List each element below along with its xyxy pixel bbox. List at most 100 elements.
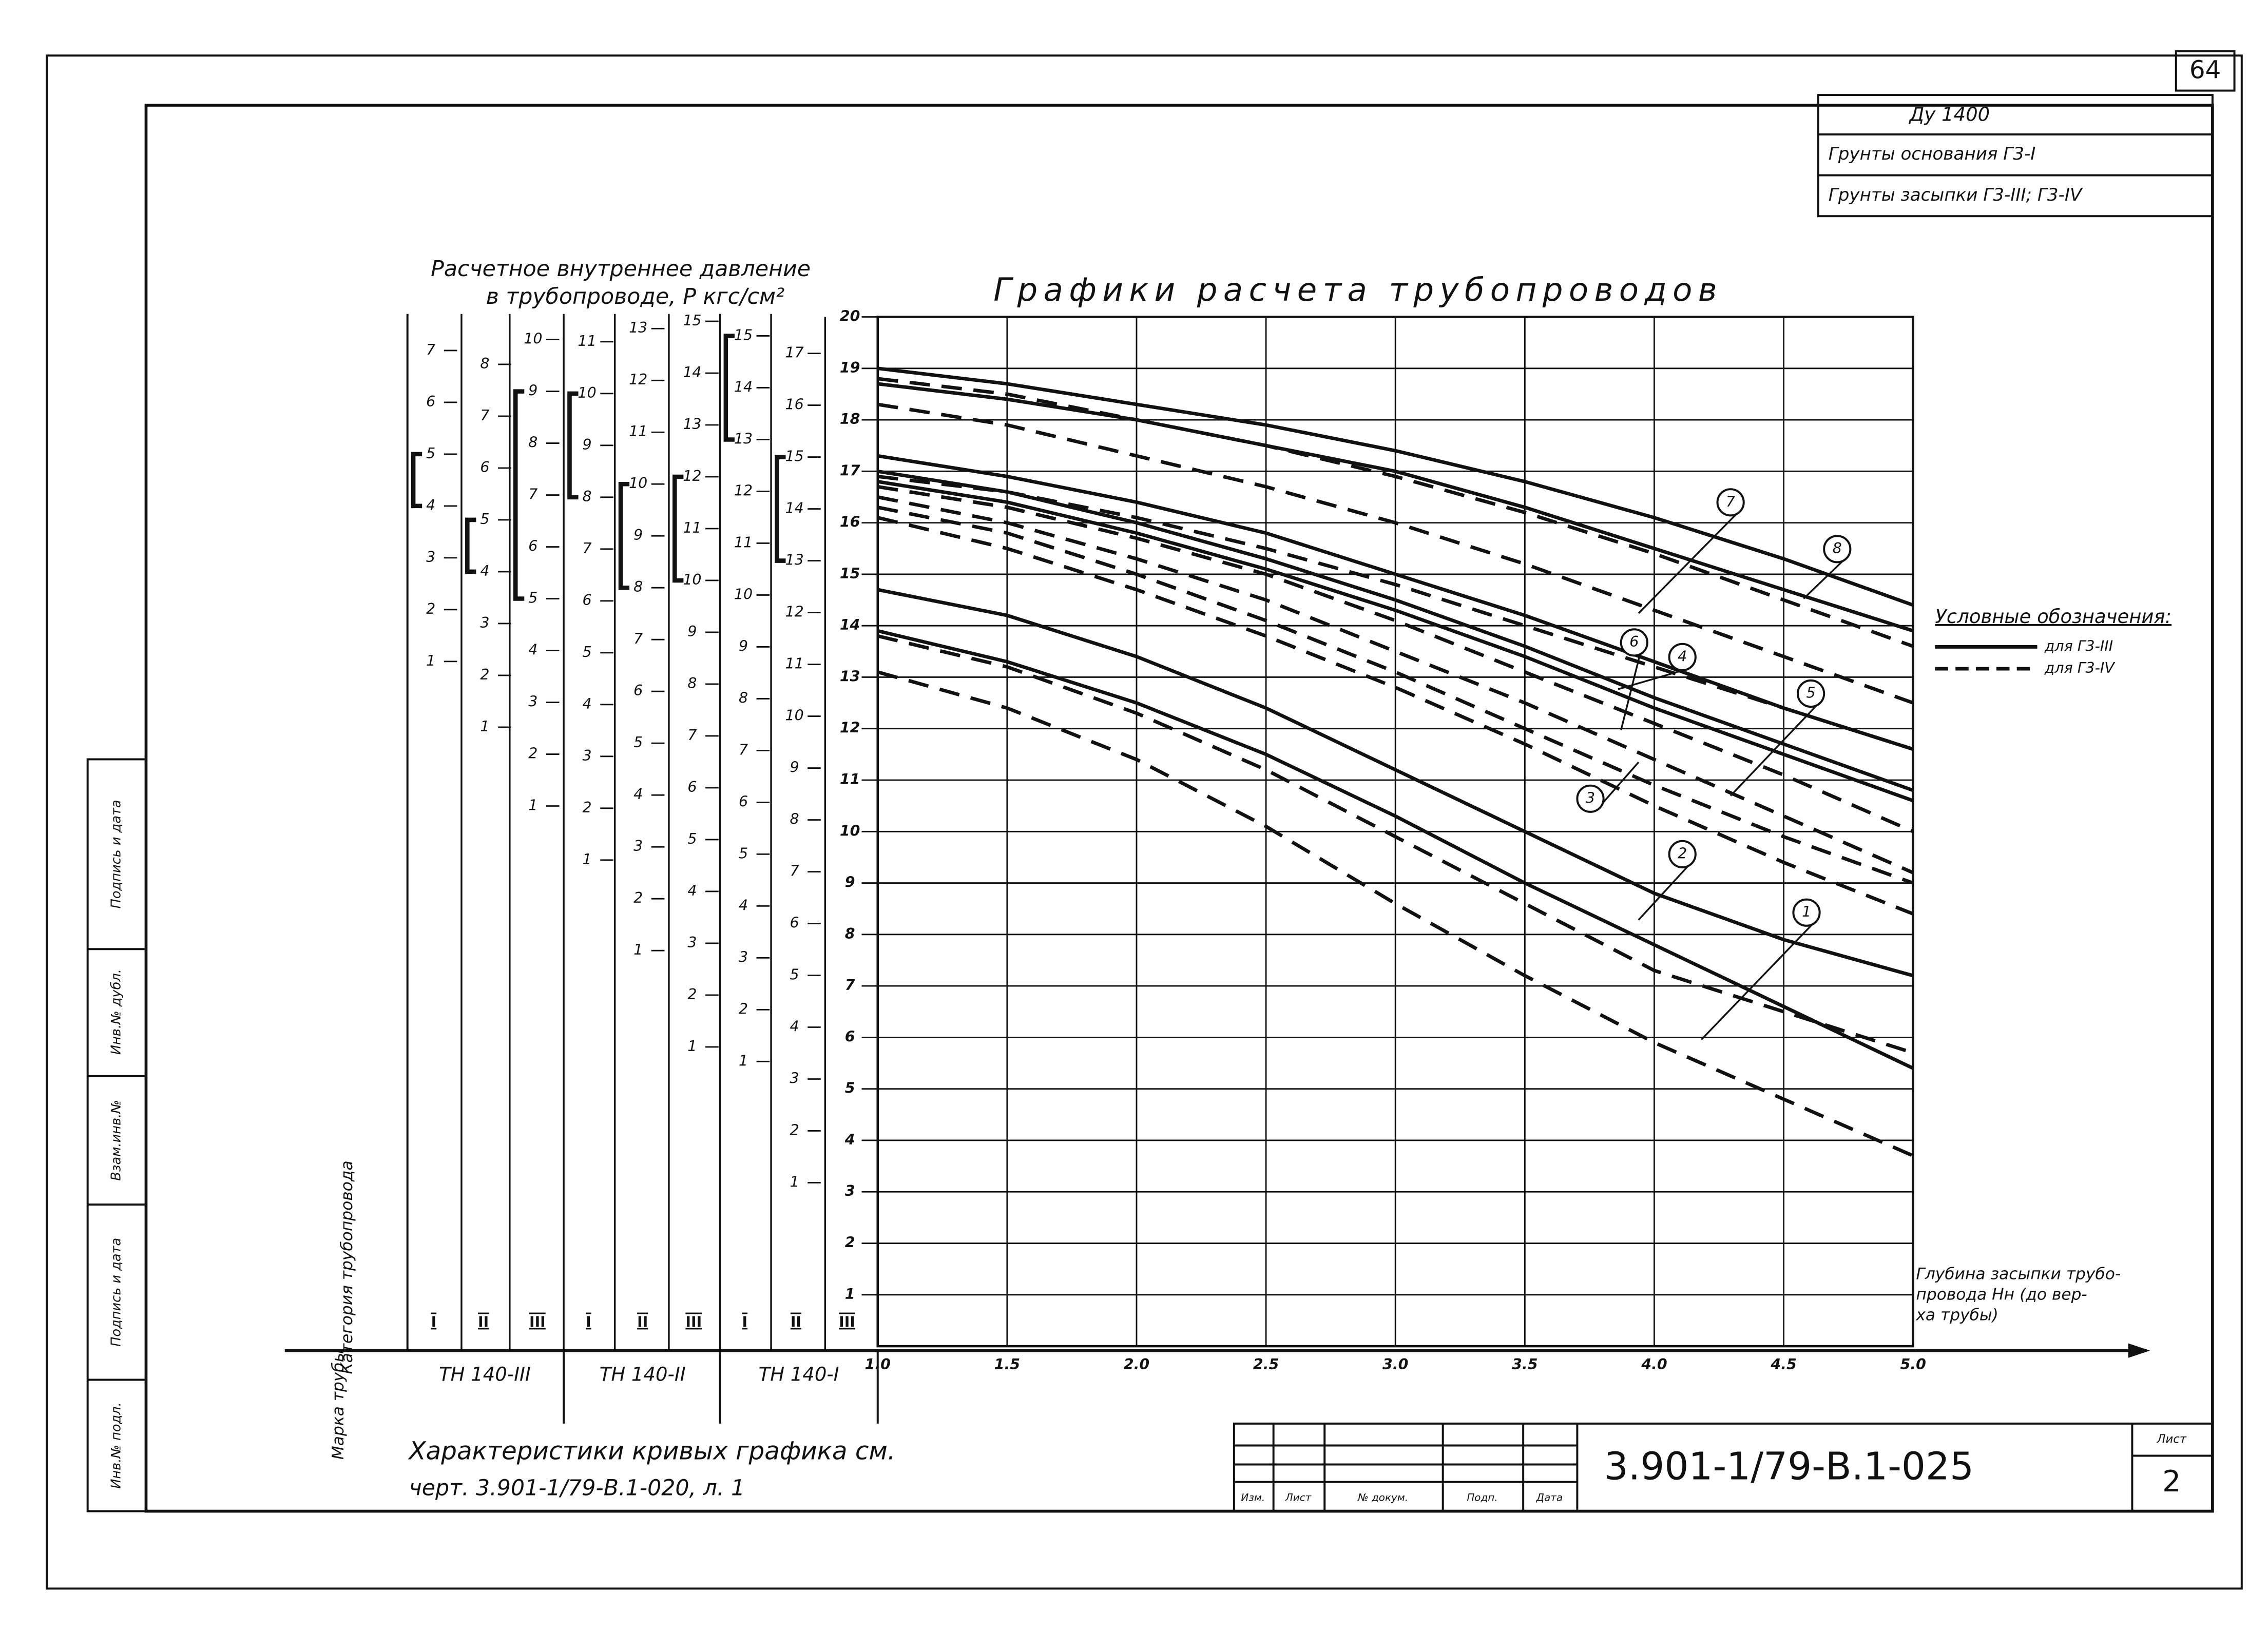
y-tick-label: 9 [845,874,855,891]
scale-tick-label: 2 [790,1121,799,1138]
curve [877,377,1914,648]
scale-tick-label: 10 [734,586,753,603]
curve [877,382,1914,633]
scale-tick-label: 7 [739,741,748,758]
scale-tick-label: 6 [633,682,643,699]
scale-tick-label: 9 [583,436,592,453]
scale-tick-label: 7 [480,407,489,424]
stamp-fill-soil: Грунты засыпки Г3-III; Г3-IV [1829,185,2083,205]
category-label: II [791,1314,801,1331]
callout-circle [1796,679,1825,708]
side-stamp-label: Подпись и дата [109,800,124,908]
x-axis-label: Глубина засыпки трубо- [1916,1265,2121,1284]
x-axis-label: провода Нн (до вер- [1916,1286,2087,1304]
scale-tick-label: 13 [785,552,803,569]
x-tick-label: 3.0 [1382,1356,1408,1373]
scale-tick-label: 5 [633,734,643,751]
scale-tick-label: 1 [633,941,643,958]
category-label: II [637,1314,648,1331]
scale-tick-label: 5 [426,445,435,462]
x-axis-label: ха трубы) [1915,1306,1998,1324]
curve-label: 6 [1629,633,1639,650]
scale-tick-label: 9 [687,623,697,640]
scale-tick-label: 15 [683,312,701,329]
scale-tick-label: 4 [528,642,537,658]
y-tick-label: 17 [840,462,860,479]
scales-title: Расчетное внутреннее давление [431,256,811,282]
curve [877,516,1914,916]
legend-title: Условные обозначения: [1935,606,2171,628]
brand-label: TH 140-II [600,1363,686,1385]
chart-title: Графики расчета трубопроводов [993,271,1723,308]
scale-tick-label: 3 [480,614,489,631]
curve [877,495,1914,875]
scale-tick-label: 6 [528,538,537,555]
scale-tick-label: 9 [633,527,643,543]
title-block-header: Подп. [1467,1491,1497,1503]
scale-tick-label: 1 [687,1038,697,1055]
callout-leader [1620,654,1641,730]
scale-tick-label: 2 [480,666,489,683]
scale-tick-label: 4 [633,786,643,803]
scale-tick-label: 5 [687,830,697,847]
scale-tick-label: 5 [528,590,537,607]
scale-tick-label: 2 [739,1000,748,1017]
scale-tick-label: 8 [528,434,537,451]
y-tick-label: 16 [840,514,860,531]
y-tick-label: 4 [844,1131,855,1148]
scale-tick-label: 17 [785,344,803,361]
scale-tick-label: 14 [734,378,753,395]
stamp-diameter: Ду 1400 [1909,103,1990,125]
scale-tick-label: 10 [578,384,597,401]
scale-tick-label: 10 [683,571,701,588]
y-tick-label: 3 [845,1182,855,1199]
y-tick-label: 7 [845,977,855,994]
scale-tick-label: 4 [426,497,435,514]
curve-label: 2 [1678,845,1687,862]
scale-tick-label: 6 [739,793,748,810]
brand-label: TH 140-I [759,1363,839,1385]
scale-tick-label: 6 [790,915,799,931]
scale-tick-label: 6 [583,592,592,609]
category-label: III [839,1314,855,1331]
sheet-number: 2 [2162,1465,2181,1499]
curve-label: 5 [1806,684,1816,701]
note: черт. 3.901-1/79-В.1-020, л. 1 [409,1475,745,1501]
y-tick-label: 8 [845,925,855,942]
curve [877,480,1914,803]
callout-circle [1576,784,1605,813]
scale-bracket [672,474,684,583]
y-tick-label: 13 [840,668,860,685]
scale-tick-label: 1 [480,718,489,735]
category-label: III [529,1314,546,1331]
scale-tick-label: 10 [524,331,542,347]
scale-bracket [513,389,525,601]
scale-tick-label: 14 [785,500,803,517]
brand-label: TH 140-III [439,1363,531,1385]
scale-tick-label: 2 [687,986,697,1003]
x-tick-label: 1.5 [994,1356,1020,1373]
scale-bracket [618,481,630,590]
scale-tick-label: 9 [528,382,537,399]
scale-tick-label: 12 [785,604,803,620]
y-tick-label: 19 [840,359,860,376]
scale-tick-label: 10 [629,475,647,492]
scale-tick-label: 9 [790,759,799,776]
curve [877,454,1914,751]
scale-tick-label: 3 [633,838,643,855]
scale-tick-label: 7 [426,341,435,358]
y-tick-label: 14 [840,616,860,633]
curve [877,485,1914,833]
scale-tick-label: 2 [528,745,537,762]
side-stamp-label: Инв.№ дубл. [109,969,124,1055]
scale-tick-label: 6 [426,393,435,410]
scale-tick-label: 8 [480,355,489,372]
scale-tick-label: 5 [739,845,748,862]
scale-tick-label: 3 [528,693,537,710]
scale-tick-label: 2 [583,799,592,816]
callout-leader [1729,705,1818,797]
scale-tick-label: 11 [578,333,597,350]
scale-tick-label: 7 [528,486,537,503]
y-tick-label: 1 [845,1286,855,1303]
curve [877,366,1914,607]
